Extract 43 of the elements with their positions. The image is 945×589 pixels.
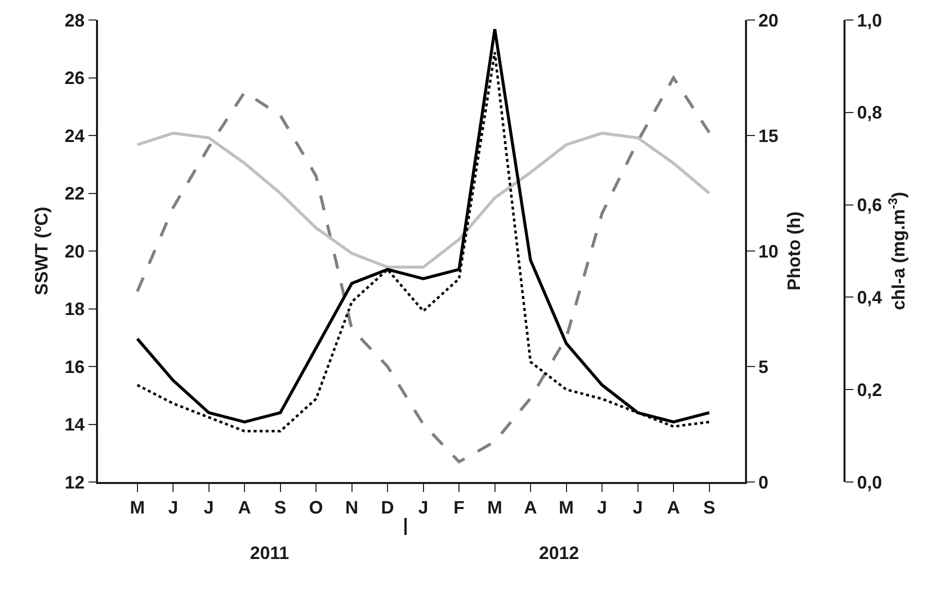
x-tick-label: J	[418, 497, 428, 518]
x-tick-label: A	[238, 497, 252, 518]
y-tick-label: 22	[64, 184, 85, 204]
y2-tick-label: 20	[758, 10, 778, 30]
x-tick-label: J	[168, 497, 178, 518]
y3-tick-label: 0,6	[856, 195, 882, 216]
y-tick-label: 12	[64, 472, 85, 492]
y2-axis-title: Photo (h)	[784, 212, 804, 290]
text: 2012	[539, 543, 580, 563]
x-tick-label: D	[381, 497, 394, 518]
x-tick-label: A	[667, 497, 680, 518]
x-tick-label: J	[204, 497, 214, 518]
x-tick-label: O	[309, 497, 324, 518]
y-tick-label: 20	[64, 241, 85, 262]
y-tick-label: 28	[64, 10, 85, 30]
text: 2011	[250, 543, 290, 563]
y3-tick-label: 0,0	[856, 472, 882, 492]
x-tick-label: F	[454, 497, 465, 518]
text: |	[403, 515, 408, 535]
y3-tick-label: 0,4	[856, 288, 882, 308]
y-tick-label: 14	[64, 414, 85, 435]
x-tick-label: J	[597, 497, 608, 518]
y3-tick-label: 0,2	[856, 380, 882, 400]
y3-tick-label: 0,8	[856, 102, 882, 123]
x-tick-label: M	[487, 497, 502, 518]
x-tick-label: M	[130, 497, 145, 518]
y-tick-label: 16	[64, 356, 85, 377]
x-tick-label: N	[345, 497, 358, 518]
y-tick-label: 18	[64, 299, 85, 320]
x-tick-label: A	[524, 497, 538, 518]
y2-tick-label: 10	[758, 241, 778, 262]
y-axis-title: SSWT (ºC)	[31, 206, 52, 296]
y2-tick-label: 0	[758, 472, 768, 492]
y2-tick-label: 5	[758, 356, 768, 377]
y3-tick-label: 1,0	[856, 10, 882, 30]
y2-tick-label: 15	[758, 126, 778, 146]
x-tick-label: J	[632, 497, 643, 518]
x-tick-label: S	[274, 497, 286, 518]
x-tick-label: S	[703, 497, 716, 518]
y-tick-label: 24	[64, 126, 85, 146]
x-tick-label: M	[558, 497, 574, 518]
line-series	[136, 132, 711, 269]
y-tick-label: 26	[64, 68, 85, 88]
